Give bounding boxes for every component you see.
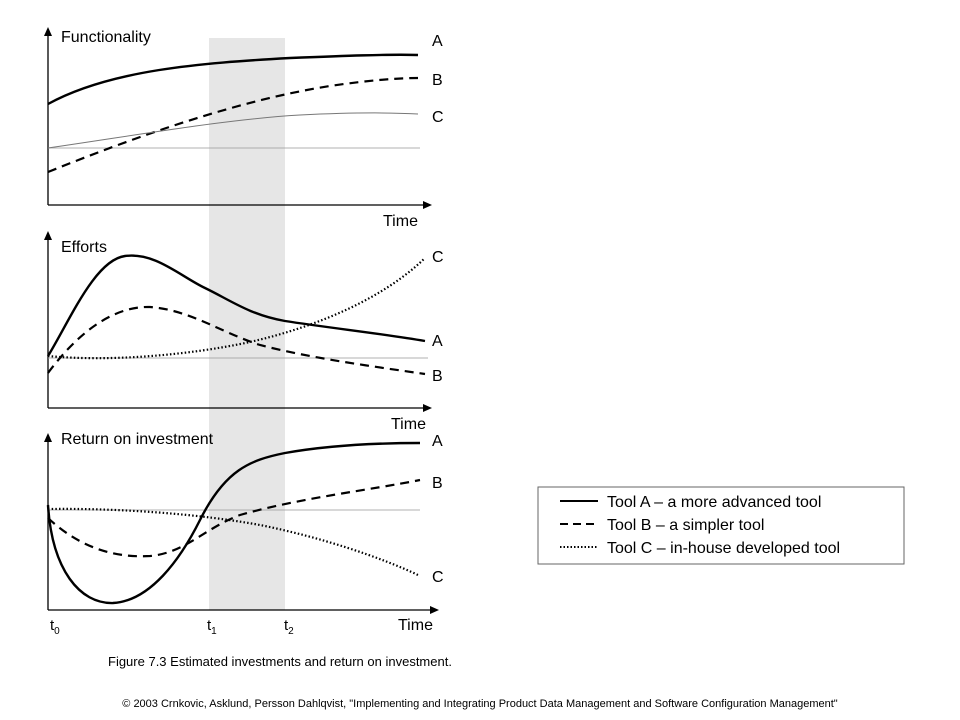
t1-t2-highlight-band bbox=[209, 38, 285, 610]
efforts-label-a: A bbox=[432, 333, 443, 350]
roi-x-axis-label: Time bbox=[398, 617, 433, 634]
legend-label-tool-b: Tool B – a simpler tool bbox=[607, 517, 764, 534]
functionality-x-axis-label: Time bbox=[383, 213, 418, 230]
legend-label-tool-c: Tool C – in-house developed tool bbox=[607, 540, 840, 557]
roi-label-a: A bbox=[432, 433, 443, 450]
roi-curve-a bbox=[46, 441, 421, 605]
efforts-panel: Efforts Time C A B bbox=[44, 231, 444, 433]
efforts-y-arrow bbox=[44, 231, 52, 240]
legend: Tool A – a more advanced tool Tool B – a… bbox=[537, 486, 905, 565]
tick-t2: t2 bbox=[284, 617, 294, 637]
efforts-label-c: C bbox=[432, 249, 444, 266]
functionality-curve-c bbox=[47, 112, 419, 149]
roi-curve-b bbox=[47, 478, 421, 558]
efforts-x-axis-label: Time bbox=[391, 416, 426, 433]
figure-caption: Figure 7.3 Estimated investments and ret… bbox=[108, 654, 452, 669]
roi-x-arrow bbox=[430, 606, 439, 614]
functionality-label-c: C bbox=[432, 109, 444, 126]
roi-title: Return on investment bbox=[61, 431, 214, 448]
functionality-label-a: A bbox=[432, 33, 443, 50]
efforts-curve-a bbox=[46, 254, 426, 357]
roi-y-arrow bbox=[44, 433, 52, 442]
functionality-label-b: B bbox=[432, 72, 443, 89]
tick-t1: t1 bbox=[207, 617, 217, 637]
roi-panel: Return on investment Time A B C t0 t1 t2 bbox=[44, 431, 444, 637]
efforts-x-arrow bbox=[423, 404, 432, 412]
legend-label-tool-a: Tool A – a more advanced tool bbox=[607, 494, 821, 511]
roi-label-c: C bbox=[432, 569, 444, 586]
legend-box bbox=[537, 486, 905, 565]
efforts-curve-b bbox=[47, 305, 426, 376]
functionality-curve-b bbox=[47, 76, 419, 174]
copyright-footer: © 2003 Crnkovic, Asklund, Persson Dahlqv… bbox=[122, 698, 838, 710]
functionality-x-arrow bbox=[423, 201, 432, 209]
functionality-y-arrow bbox=[44, 27, 52, 36]
functionality-curve-a bbox=[47, 53, 419, 106]
efforts-label-b: B bbox=[432, 368, 443, 385]
functionality-panel: Functionality Time A B C bbox=[44, 27, 444, 230]
tick-t0: t0 bbox=[50, 617, 60, 637]
functionality-title: Functionality bbox=[61, 29, 151, 46]
roi-label-b: B bbox=[432, 475, 443, 492]
roi-curve-c bbox=[47, 507, 419, 576]
efforts-title: Efforts bbox=[61, 239, 107, 256]
